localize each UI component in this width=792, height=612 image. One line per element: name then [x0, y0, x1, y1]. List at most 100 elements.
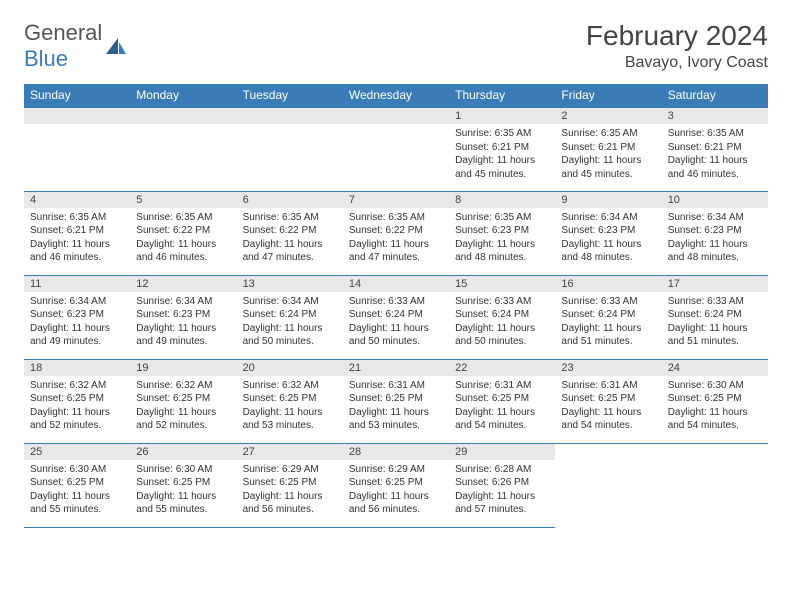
sunset-line: Sunset: 6:25 PM: [455, 392, 549, 406]
daylight-line: Daylight: 11 hours and 46 minutes.: [136, 238, 230, 265]
weekday-header: Saturday: [662, 84, 768, 107]
calendar-week-row: 25Sunrise: 6:30 AMSunset: 6:25 PMDayligh…: [24, 443, 768, 527]
sunrise-line: Sunrise: 6:35 AM: [455, 211, 549, 225]
calendar-day-cell: 21Sunrise: 6:31 AMSunset: 6:25 PMDayligh…: [343, 359, 449, 443]
day-number: 26: [130, 444, 236, 460]
sunrise-line: Sunrise: 6:29 AM: [243, 463, 337, 477]
day-number: 6: [237, 192, 343, 208]
day-content: Sunrise: 6:33 AMSunset: 6:24 PMDaylight:…: [555, 292, 661, 352]
day-number: 4: [24, 192, 130, 208]
sunset-line: Sunset: 6:25 PM: [668, 392, 762, 406]
day-content: Sunrise: 6:34 AMSunset: 6:23 PMDaylight:…: [24, 292, 130, 352]
calendar-week-row: 11Sunrise: 6:34 AMSunset: 6:23 PMDayligh…: [24, 275, 768, 359]
location: Bavayo, Ivory Coast: [586, 54, 768, 72]
sunrise-line: Sunrise: 6:31 AM: [561, 379, 655, 393]
day-content: Sunrise: 6:35 AMSunset: 6:22 PMDaylight:…: [130, 208, 236, 268]
calendar-day-cell: 14Sunrise: 6:33 AMSunset: 6:24 PMDayligh…: [343, 275, 449, 359]
weekday-header: Tuesday: [237, 84, 343, 107]
calendar-day-cell: 25Sunrise: 6:30 AMSunset: 6:25 PMDayligh…: [24, 443, 130, 527]
day-number: 1: [449, 108, 555, 124]
sunrise-line: Sunrise: 6:32 AM: [136, 379, 230, 393]
daylight-line: Daylight: 11 hours and 49 minutes.: [30, 322, 124, 349]
daylight-line: Daylight: 11 hours and 48 minutes.: [561, 238, 655, 265]
daylight-line: Daylight: 11 hours and 57 minutes.: [455, 490, 549, 517]
day-number: 29: [449, 444, 555, 460]
sunrise-line: Sunrise: 6:34 AM: [668, 211, 762, 225]
day-number: 8: [449, 192, 555, 208]
title-block: February 2024 Bavayo, Ivory Coast: [586, 20, 768, 72]
sunset-line: Sunset: 6:24 PM: [349, 308, 443, 322]
sunrise-line: Sunrise: 6:35 AM: [30, 211, 124, 225]
weekday-header: Friday: [555, 84, 661, 107]
calendar-empty-cell: [343, 107, 449, 191]
day-number: 23: [555, 360, 661, 376]
daylight-line: Daylight: 11 hours and 56 minutes.: [349, 490, 443, 517]
day-content: Sunrise: 6:35 AMSunset: 6:22 PMDaylight:…: [343, 208, 449, 268]
daylight-line: Daylight: 11 hours and 55 minutes.: [136, 490, 230, 517]
day-content: Sunrise: 6:32 AMSunset: 6:25 PMDaylight:…: [24, 376, 130, 436]
sunrise-line: Sunrise: 6:29 AM: [349, 463, 443, 477]
day-content: Sunrise: 6:35 AMSunset: 6:21 PMDaylight:…: [555, 124, 661, 184]
daylight-line: Daylight: 11 hours and 51 minutes.: [561, 322, 655, 349]
day-number: 18: [24, 360, 130, 376]
sunrise-line: Sunrise: 6:35 AM: [561, 127, 655, 141]
day-content: Sunrise: 6:31 AMSunset: 6:25 PMDaylight:…: [343, 376, 449, 436]
sunset-line: Sunset: 6:23 PM: [30, 308, 124, 322]
calendar-day-cell: 9Sunrise: 6:34 AMSunset: 6:23 PMDaylight…: [555, 191, 661, 275]
day-content: Sunrise: 6:30 AMSunset: 6:25 PMDaylight:…: [662, 376, 768, 436]
sunset-line: Sunset: 6:22 PM: [349, 224, 443, 238]
day-content: Sunrise: 6:31 AMSunset: 6:25 PMDaylight:…: [449, 376, 555, 436]
sunset-line: Sunset: 6:25 PM: [136, 392, 230, 406]
daylight-line: Daylight: 11 hours and 45 minutes.: [561, 154, 655, 181]
day-number: 24: [662, 360, 768, 376]
calendar-day-cell: 11Sunrise: 6:34 AMSunset: 6:23 PMDayligh…: [24, 275, 130, 359]
calendar-day-cell: 7Sunrise: 6:35 AMSunset: 6:22 PMDaylight…: [343, 191, 449, 275]
sunrise-line: Sunrise: 6:34 AM: [30, 295, 124, 309]
month-title: February 2024: [586, 20, 768, 52]
day-number-empty: [237, 108, 343, 124]
day-number: 10: [662, 192, 768, 208]
calendar-day-cell: 26Sunrise: 6:30 AMSunset: 6:25 PMDayligh…: [130, 443, 236, 527]
sunrise-line: Sunrise: 6:34 AM: [561, 211, 655, 225]
sunset-line: Sunset: 6:25 PM: [349, 392, 443, 406]
day-content: Sunrise: 6:34 AMSunset: 6:23 PMDaylight:…: [662, 208, 768, 268]
daylight-line: Daylight: 11 hours and 50 minutes.: [455, 322, 549, 349]
daylight-line: Daylight: 11 hours and 55 minutes.: [30, 490, 124, 517]
calendar-week-row: 18Sunrise: 6:32 AMSunset: 6:25 PMDayligh…: [24, 359, 768, 443]
calendar-day-cell: 27Sunrise: 6:29 AMSunset: 6:25 PMDayligh…: [237, 443, 343, 527]
sunset-line: Sunset: 6:21 PM: [561, 141, 655, 155]
sunrise-line: Sunrise: 6:34 AM: [136, 295, 230, 309]
day-number: 16: [555, 276, 661, 292]
calendar-day-cell: 19Sunrise: 6:32 AMSunset: 6:25 PMDayligh…: [130, 359, 236, 443]
calendar-day-cell: 22Sunrise: 6:31 AMSunset: 6:25 PMDayligh…: [449, 359, 555, 443]
sunrise-line: Sunrise: 6:30 AM: [668, 379, 762, 393]
sunset-line: Sunset: 6:22 PM: [136, 224, 230, 238]
calendar-empty-cell: [24, 107, 130, 191]
calendar-header-row: SundayMondayTuesdayWednesdayThursdayFrid…: [24, 84, 768, 107]
calendar-day-cell: 15Sunrise: 6:33 AMSunset: 6:24 PMDayligh…: [449, 275, 555, 359]
daylight-line: Daylight: 11 hours and 54 minutes.: [561, 406, 655, 433]
daylight-line: Daylight: 11 hours and 48 minutes.: [668, 238, 762, 265]
sunrise-line: Sunrise: 6:35 AM: [455, 127, 549, 141]
daylight-line: Daylight: 11 hours and 49 minutes.: [136, 322, 230, 349]
sunrise-line: Sunrise: 6:31 AM: [349, 379, 443, 393]
daylight-line: Daylight: 11 hours and 48 minutes.: [455, 238, 549, 265]
sunrise-line: Sunrise: 6:28 AM: [455, 463, 549, 477]
day-content: Sunrise: 6:32 AMSunset: 6:25 PMDaylight:…: [237, 376, 343, 436]
day-number: 14: [343, 276, 449, 292]
sunset-line: Sunset: 6:25 PM: [243, 476, 337, 490]
sunrise-line: Sunrise: 6:30 AM: [136, 463, 230, 477]
calendar-empty-cell: [662, 443, 768, 527]
day-content: Sunrise: 6:32 AMSunset: 6:25 PMDaylight:…: [130, 376, 236, 436]
sunset-line: Sunset: 6:23 PM: [455, 224, 549, 238]
sunrise-line: Sunrise: 6:33 AM: [455, 295, 549, 309]
calendar-day-cell: 8 Sunrise: 6:35 AMSunset: 6:23 PMDaylight…: [449, 191, 555, 275]
day-number: 2: [555, 108, 661, 124]
day-content: Sunrise: 6:35 AMSunset: 6:21 PMDaylight:…: [449, 124, 555, 184]
weekday-header: Wednesday: [343, 84, 449, 107]
daylight-line: Daylight: 11 hours and 45 minutes.: [455, 154, 549, 181]
day-number: 21: [343, 360, 449, 376]
daylight-line: Daylight: 11 hours and 54 minutes.: [668, 406, 762, 433]
sunrise-line: Sunrise: 6:30 AM: [30, 463, 124, 477]
sunrise-line: Sunrise: 6:33 AM: [349, 295, 443, 309]
